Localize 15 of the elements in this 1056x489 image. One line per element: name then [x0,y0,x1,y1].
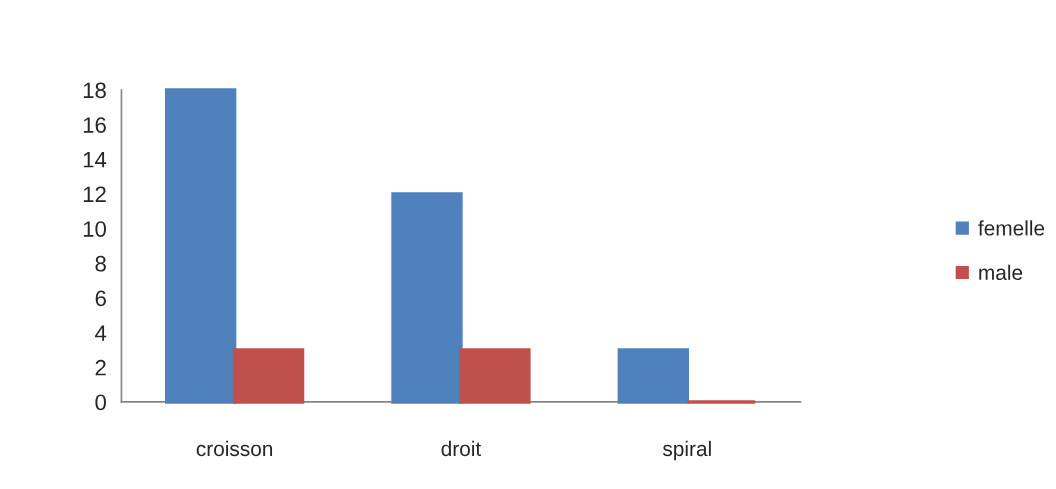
y-tick-label: 12 [83,186,106,203]
y-tick-label: 18 [83,82,106,99]
y-tick-label: 4 [95,325,107,341]
y-tick-label: 2 [95,359,106,376]
x-tick-label: spiral [662,440,711,461]
x-tick-label: croisson [196,440,273,457]
y-tick-label: 6 [95,290,106,307]
legend-label: femelle [978,220,1045,236]
legend-label: male [979,264,1023,281]
y-tick-label: 0 [95,394,106,411]
y-tick-label: 10 [83,221,106,237]
y-tick-label: 14 [83,152,107,168]
x-tick-label: droit [441,440,482,457]
y-tick-label: 8 [95,255,106,272]
y-tick-label: 16 [83,117,106,133]
